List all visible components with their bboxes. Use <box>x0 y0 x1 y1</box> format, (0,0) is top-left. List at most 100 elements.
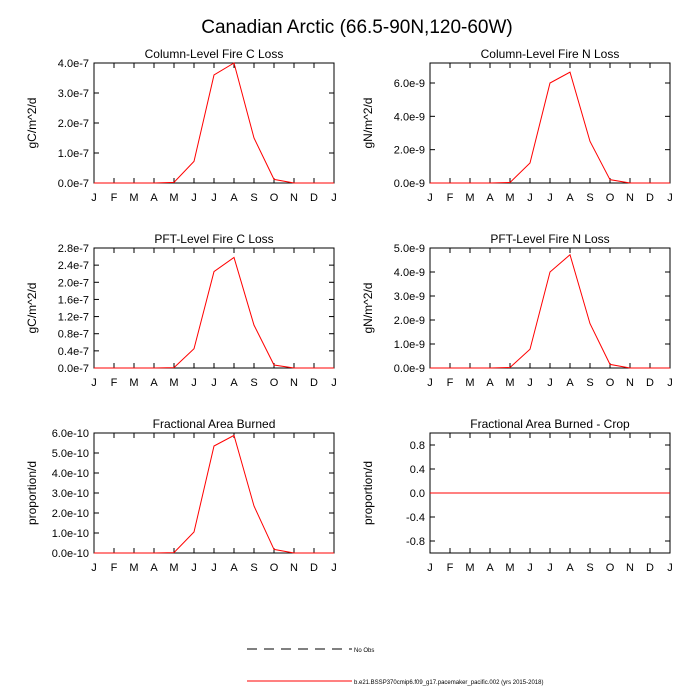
x-tick-label: M <box>465 377 474 389</box>
y-axis-label: gC/m^2/d <box>25 283 39 334</box>
y-axis-label: proportion/d <box>361 461 375 525</box>
y-tick-label: 5.0e-9 <box>394 243 425 255</box>
y-tick-label: 0.0e-9 <box>394 363 425 375</box>
y-tick-label: 4.0e-9 <box>394 111 425 123</box>
x-tick-label: M <box>169 377 178 389</box>
x-tick-label: M <box>129 377 138 389</box>
y-tick-label: 0.0e-9 <box>394 178 425 190</box>
x-tick-label: J <box>547 192 553 204</box>
y-axis-label: proportion/d <box>25 461 39 525</box>
x-tick-label: J <box>667 192 673 204</box>
y-tick-label: 0.8 <box>410 440 425 452</box>
x-tick-label: J <box>547 562 553 574</box>
x-tick-label: A <box>486 377 494 389</box>
x-tick-label: J <box>91 562 97 574</box>
x-tick-label: J <box>427 377 433 389</box>
x-tick-label: O <box>270 562 279 574</box>
x-tick-label: J <box>427 562 433 574</box>
x-tick-label: A <box>566 377 574 389</box>
x-tick-label: J <box>211 192 217 204</box>
x-tick-label: J <box>331 562 337 574</box>
x-tick-label: N <box>626 562 634 574</box>
y-tick-label: 2.0e-9 <box>394 315 425 327</box>
panel-title: Column-Level Fire C Loss <box>145 47 284 61</box>
x-tick-label: M <box>505 192 514 204</box>
y-tick-label: 0.4e-7 <box>58 346 89 358</box>
x-tick-label: A <box>230 377 238 389</box>
y-tick-label: 6.0e-9 <box>394 78 425 90</box>
x-tick-label: A <box>150 192 158 204</box>
y-tick-label: 2.8e-7 <box>58 243 89 255</box>
y-tick-label: 1.0e-10 <box>52 528 89 540</box>
y-tick-label: 2.0e-7 <box>58 118 89 130</box>
x-tick-label: D <box>646 192 654 204</box>
x-tick-label: J <box>191 377 197 389</box>
x-tick-label: M <box>465 192 474 204</box>
x-tick-label: A <box>566 562 574 574</box>
x-tick-label: J <box>331 192 337 204</box>
chart-panel-6: Fractional Area Burned - Crop proportion/… <box>361 417 673 574</box>
y-tick-label: 2.0e-10 <box>52 508 89 520</box>
x-tick-label: J <box>527 377 533 389</box>
x-tick-label: A <box>486 562 494 574</box>
series-line <box>430 71 670 184</box>
x-tick-label: O <box>270 192 279 204</box>
series-line <box>94 62 334 184</box>
x-tick-label: M <box>465 562 474 574</box>
x-tick-label: F <box>111 562 118 574</box>
y-tick-label: 1.0e-7 <box>58 148 89 160</box>
x-tick-label: A <box>230 562 238 574</box>
x-tick-label: J <box>547 377 553 389</box>
x-tick-label: M <box>129 562 138 574</box>
x-tick-label: J <box>91 377 97 389</box>
y-tick-label: -0.4 <box>406 512 425 524</box>
y-tick-label: 4.0e-7 <box>58 58 89 70</box>
x-tick-label: J <box>527 192 533 204</box>
x-tick-label: J <box>91 192 97 204</box>
x-tick-label: O <box>606 192 615 204</box>
x-tick-label: J <box>211 377 217 389</box>
y-tick-label: 0.0e-7 <box>58 178 89 190</box>
x-tick-label: S <box>586 192 593 204</box>
x-tick-label: M <box>169 562 178 574</box>
y-tick-label: 2.0e-7 <box>58 277 89 289</box>
x-tick-label: M <box>505 562 514 574</box>
plot-frame <box>93 247 335 369</box>
panel-title: PFT-Level Fire N Loss <box>490 232 609 246</box>
y-tick-label: 0.8e-7 <box>58 329 89 341</box>
plot-frame <box>429 247 671 369</box>
panel-title: PFT-Level Fire C Loss <box>154 232 273 246</box>
legend-no-obs-label: No Obs <box>354 648 374 654</box>
x-tick-label: J <box>331 377 337 389</box>
x-tick-label: J <box>667 562 673 574</box>
x-tick-label: D <box>310 562 318 574</box>
series-line <box>94 256 334 369</box>
y-tick-label: 2.4e-7 <box>58 260 89 272</box>
x-tick-label: D <box>310 377 318 389</box>
y-tick-label: 0.0 <box>410 488 425 500</box>
legend: No Obs b.e21.BSSP370cmip6.f09_g17.pacema… <box>247 648 543 686</box>
y-tick-label: 0.4 <box>410 464 425 476</box>
x-tick-label: J <box>191 192 197 204</box>
x-tick-label: A <box>150 562 158 574</box>
plot-frame <box>93 432 335 554</box>
x-tick-label: J <box>211 562 217 574</box>
x-tick-label: N <box>626 377 634 389</box>
legend-model-label: b.e21.BSSP370cmip6.f09_g17.pacemaker_pac… <box>354 680 543 686</box>
x-tick-label: D <box>646 562 654 574</box>
panel-title: Fractional Area Burned - Crop <box>470 417 630 431</box>
x-tick-label: A <box>150 377 158 389</box>
y-tick-label: -0.8 <box>406 536 425 548</box>
x-tick-label: F <box>447 192 454 204</box>
y-tick-label: 1.0e-9 <box>394 339 425 351</box>
x-tick-label: M <box>505 377 514 389</box>
panel-title: Fractional Area Burned <box>153 417 276 431</box>
x-tick-label: O <box>270 377 279 389</box>
x-tick-label: S <box>250 562 257 574</box>
x-tick-label: N <box>290 192 298 204</box>
